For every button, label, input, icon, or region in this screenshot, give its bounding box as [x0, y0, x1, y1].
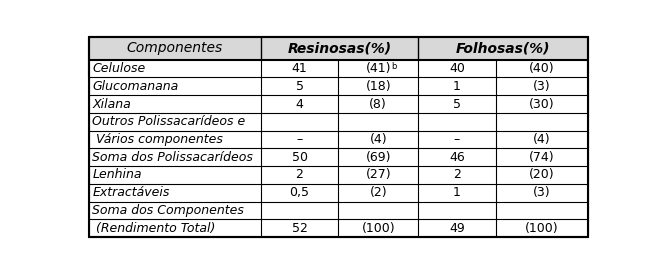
Text: (Rendimento Total): (Rendimento Total): [92, 222, 216, 235]
Text: Resinosas(%): Resinosas(%): [288, 41, 391, 55]
Text: Soma dos Polissacarídeos: Soma dos Polissacarídeos: [92, 151, 253, 164]
Text: 40: 40: [449, 62, 465, 75]
Text: Glucomanana: Glucomanana: [92, 80, 178, 93]
Text: 49: 49: [449, 222, 465, 235]
Text: Outros Polissacarídeos e: Outros Polissacarídeos e: [92, 115, 246, 128]
Text: Soma dos Componentes: Soma dos Componentes: [92, 204, 244, 217]
Text: 46: 46: [449, 151, 465, 164]
Text: 2: 2: [296, 169, 304, 182]
Text: (8): (8): [370, 98, 387, 111]
Text: 1: 1: [453, 186, 461, 199]
Text: Componentes: Componentes: [127, 41, 223, 55]
Text: –: –: [453, 133, 460, 146]
Text: 52: 52: [292, 222, 308, 235]
Text: (3): (3): [533, 186, 550, 199]
Text: 4: 4: [296, 98, 304, 111]
Text: (18): (18): [366, 80, 391, 93]
Text: (100): (100): [525, 222, 558, 235]
Text: (74): (74): [529, 151, 554, 164]
Text: (100): (100): [362, 222, 395, 235]
Text: b: b: [391, 62, 396, 70]
Text: 41: 41: [292, 62, 308, 75]
Text: (69): (69): [366, 151, 391, 164]
Text: 2: 2: [453, 169, 461, 182]
Text: (30): (30): [529, 98, 554, 111]
Text: (27): (27): [366, 169, 391, 182]
Text: Celulose: Celulose: [92, 62, 145, 75]
Text: (41): (41): [366, 62, 391, 75]
Text: 5: 5: [296, 80, 304, 93]
Text: Lenhina: Lenhina: [92, 169, 142, 182]
Text: Vários componentes: Vários componentes: [92, 133, 223, 146]
Text: (4): (4): [533, 133, 550, 146]
Bar: [88, 37, 588, 60]
Text: (40): (40): [529, 62, 554, 75]
Text: Folhosas(%): Folhosas(%): [456, 41, 550, 55]
Text: 1: 1: [453, 80, 461, 93]
Text: 50: 50: [292, 151, 308, 164]
Text: (2): (2): [370, 186, 387, 199]
Text: 5: 5: [453, 98, 461, 111]
Text: (3): (3): [533, 80, 550, 93]
Text: Extractáveis: Extractáveis: [92, 186, 170, 199]
Text: (20): (20): [529, 169, 554, 182]
Text: Xilana: Xilana: [92, 98, 131, 111]
Text: (4): (4): [370, 133, 387, 146]
Text: –: –: [296, 133, 303, 146]
Text: 0,5: 0,5: [290, 186, 310, 199]
